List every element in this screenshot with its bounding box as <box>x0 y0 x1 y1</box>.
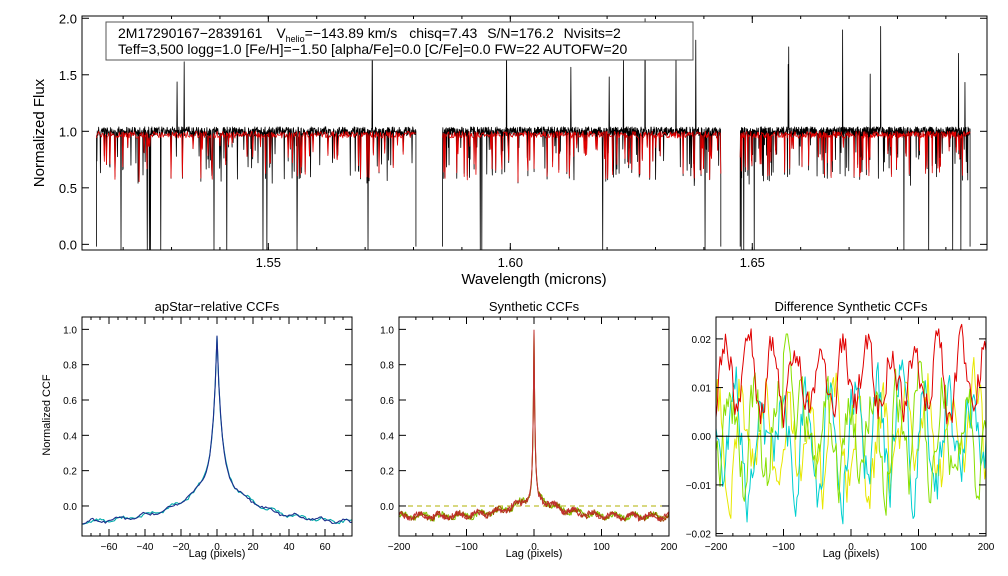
synthetic-ccf-xtick-label: −100 <box>455 542 478 553</box>
observed-spectrum-chip-3 <box>739 26 971 251</box>
apstar-ccf-ytick-label: 1.0 <box>63 325 77 336</box>
synthetic-ccf-ytick-label: 0.6 <box>380 396 394 407</box>
apstar-ccf-xtick-label: 60 <box>319 542 331 553</box>
info-snr: S/N=176.2 <box>487 25 554 41</box>
difference-ccf-panel: Difference Synthetic CCFs −200 −100 0 100 20… <box>686 299 995 560</box>
spectrum-frame <box>81 15 988 251</box>
difference-ccf-ytick-label: 0.02 <box>692 335 712 346</box>
difference-ccf-ytick-label: 0.01 <box>692 384 712 395</box>
synthetic-ccf-ticks: −200 −100 0 100 200 0.0 0.2 0.4 0.6 0.8 1.0 <box>380 317 678 553</box>
apstar-ccf-xtick-label: −20 <box>173 542 190 553</box>
synthetic-ccf-ytick-label: 0.8 <box>380 361 394 372</box>
spectrum-ticks: 1.55 1.60 1.65 0.0 0.5 1.0 1.5 2.0 <box>59 11 987 270</box>
difference-ccf-ytick-label: −0.01 <box>686 481 712 492</box>
synthetic-ccf-ytick-label: 0.0 <box>380 502 394 513</box>
synthetic-ccf-line-reference <box>398 329 670 522</box>
synthetic-ccf-series <box>398 329 670 522</box>
spectrum-xtick-label: 1.60 <box>498 255 523 270</box>
info-box: 2M17290167−2839161 Vhelio=−143.89 km/s c… <box>105 21 694 61</box>
info-v-prefix: V <box>276 25 286 41</box>
observed-spectrum-chip-1 <box>96 27 417 251</box>
synthetic-ccf-xtick-label: 100 <box>593 542 610 553</box>
spectrum-ytick-label: 1.5 <box>59 68 77 83</box>
synthetic-ccf-xtick-label: 0 <box>531 542 537 553</box>
difference-ccf-xlabel: Lag (pixels) <box>823 548 880 560</box>
spectrum-series <box>96 18 971 251</box>
difference-ccf-title: Difference Synthetic CCFs <box>775 299 928 314</box>
spectrum-ytick-label: 1.0 <box>59 124 77 139</box>
apstar-ccf-series <box>81 335 353 525</box>
difference-ccf-line-cyan <box>715 359 987 525</box>
spectrum-ytick-label: 0.5 <box>59 181 77 196</box>
synthetic-ccf-ytick-label: 1.0 <box>380 325 394 336</box>
apstar-ccf-xtick-label: 20 <box>247 542 259 553</box>
synthetic-ccf-xtick-label: 200 <box>661 542 678 553</box>
synthetic-ccf-ytick-label: 0.4 <box>380 431 394 442</box>
synthetic-ccf-panel: Synthetic CCFs −200 −100 0 100 200 0.0 0.2 0.4 0… <box>380 299 678 560</box>
synthetic-ccf-xlabel: Lag (pixels) <box>506 548 563 560</box>
info-nvisits: Nvisits=2 <box>564 25 621 41</box>
difference-ccf-xtick-label: −200 <box>705 542 728 553</box>
apstar-ccf-xtick-label: 40 <box>283 542 295 553</box>
apstar-ccf-ytick-label: 0.2 <box>63 467 77 478</box>
spectrum-xtick-label: 1.65 <box>740 255 765 270</box>
difference-ccf-line-red <box>715 323 987 428</box>
apstar-ccf-ytick-label: 0.4 <box>63 431 77 442</box>
apstar-ccf-xlabel: Lag (pixels) <box>189 548 246 560</box>
model-spectrum-chip-3 <box>739 130 971 179</box>
spectrum-xlabel: Wavelength (microns) <box>461 271 606 288</box>
apstar-ccf-xtick-label: 0 <box>214 542 220 553</box>
spectrum-xtick-label: 1.55 <box>256 255 281 270</box>
difference-ccf-xtick-label: 100 <box>910 542 927 553</box>
apstar-ccf-ylabel: Normalized CCF <box>41 374 53 456</box>
info-box-frame <box>105 21 694 61</box>
apstar-ccf-xtick-label: −40 <box>137 542 154 553</box>
spectrum-ytick-label: 2.0 <box>59 11 77 26</box>
ccf-line-visit-2 <box>81 335 353 525</box>
difference-ccf-xtick-label: 200 <box>978 542 995 553</box>
info-star: 2M17290167−2839161 <box>118 25 263 41</box>
apstar-ccf-ytick-label: 0.0 <box>63 502 77 513</box>
apstar-ccf-xtick-label: −60 <box>101 542 118 553</box>
spectrum-ytick-label: 0.0 <box>59 237 77 252</box>
difference-ccf-line-green <box>715 333 987 516</box>
difference-ccf-series <box>715 323 987 525</box>
synthetic-ccf-title: Synthetic CCFs <box>489 299 580 314</box>
difference-ccf-xtick-label: −100 <box>772 542 795 553</box>
apstar-ccf-panel: apStar−relative CCFs −60 −40 −20 0 20 40 60 0.0… <box>41 299 353 560</box>
synthetic-ccf-ytick-label: 0.2 <box>380 467 394 478</box>
apstar-ccf-title: apStar−relative CCFs <box>155 299 280 314</box>
difference-ccf-ytick-label: 0.00 <box>692 432 712 443</box>
info-chisq: chisq=7.43 <box>409 25 477 41</box>
difference-ccf-ticks: −200 −100 0 100 200 −0.02 −0.01 0.00 0.01 0.02 <box>686 317 995 553</box>
spectrum-panel: 1.55 1.60 1.65 0.0 0.5 1.0 1.5 2.0 Wavelength (… <box>31 11 988 288</box>
apstar-ccf-ticks: −60 −40 −20 0 20 40 60 0.0 0.2 0.4 0.6 0.8 1.0 <box>63 317 353 553</box>
info-line-2: Teff=3,500 logg=1.0 [Fe/H]=−1.50 [alpha/… <box>118 41 627 57</box>
info-v-sub: helio <box>286 34 305 44</box>
difference-ccf-line-yellow <box>715 357 987 519</box>
synthetic-ccf-xtick-label: −200 <box>388 542 411 553</box>
apstar-ccf-ytick-label: 0.8 <box>63 361 77 372</box>
model-spectrum-chip-2 <box>442 130 722 183</box>
difference-ccf-xtick-label: 0 <box>848 542 854 553</box>
difference-ccf-ytick-label: −0.02 <box>686 530 712 541</box>
info-v-value: =−143.89 km/s <box>305 25 398 41</box>
spectrum-ylabel: Normalized Flux <box>31 78 48 187</box>
apstar-ccf-ytick-label: 0.6 <box>63 396 77 407</box>
model-spectrum-chip-1 <box>96 130 417 183</box>
info-line-1: 2M17290167−2839161 Vhelio=−143.89 km/s c… <box>118 25 621 44</box>
